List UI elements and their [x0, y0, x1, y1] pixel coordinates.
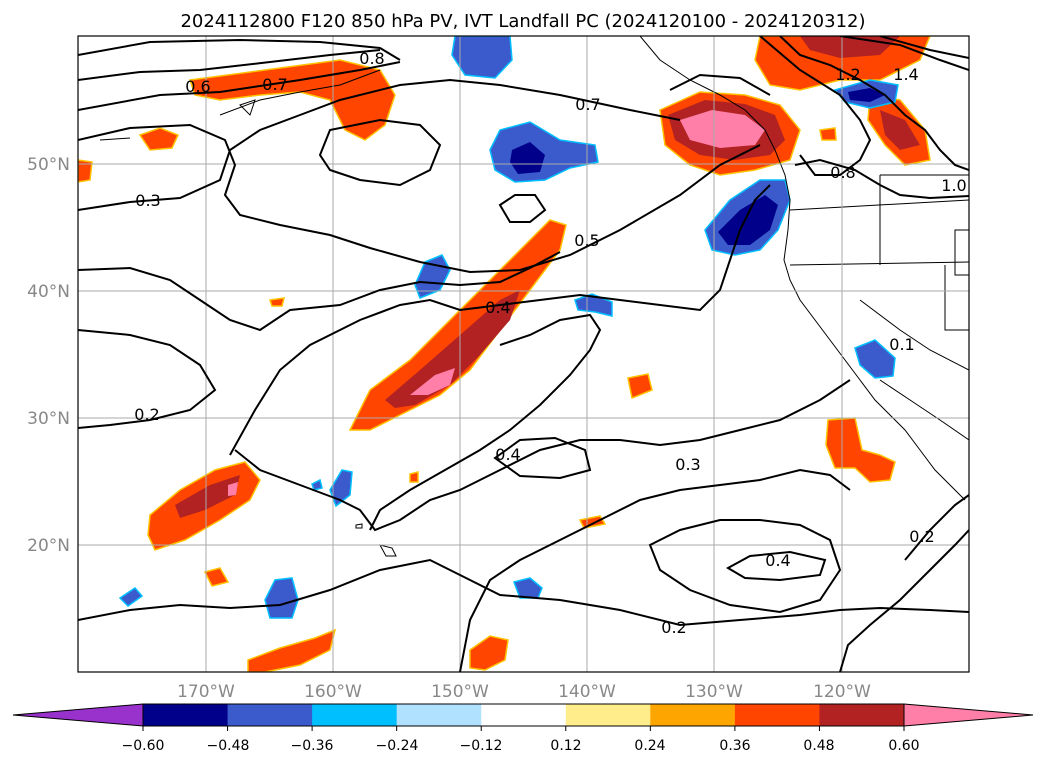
coastlines	[99, 36, 969, 557]
colorbar-segment	[481, 704, 567, 726]
lon-label: 140°W	[558, 682, 616, 702]
contour-label: 1.4	[893, 65, 918, 84]
colorbar-segment	[734, 704, 820, 726]
colorbar-segment	[143, 704, 229, 726]
contour-label: 0.2	[909, 527, 934, 546]
lon-label: 160°W	[304, 682, 362, 702]
lon-label: 130°W	[685, 682, 743, 702]
ivt-contours	[78, 36, 969, 672]
latitude-labels: 50°N 40°N 30°N 20°N	[27, 155, 70, 556]
contour-label: 0.1	[889, 335, 914, 354]
contour-label: 0.7	[575, 95, 600, 114]
longitude-labels: 170°W 160°W 150°W 140°W 130°W 120°W	[177, 682, 871, 702]
colorbar-tick-label: −0.36	[291, 738, 334, 754]
colorbar-extend-min	[13, 704, 143, 726]
lon-label: 150°W	[431, 682, 489, 702]
colorbar-segment	[819, 704, 905, 726]
map-title: 2024112800 F120 850 hPa PV, IVT Landfall…	[180, 11, 865, 32]
contour-label: 0.3	[675, 455, 700, 474]
colorbar-segment	[227, 704, 313, 726]
contour-label: 1.0	[941, 176, 966, 195]
colorbar-outline	[142, 703, 905, 727]
contour-label: 0.2	[661, 618, 686, 637]
lat-label: 40°N	[27, 282, 70, 302]
contour-label: 0.3	[135, 191, 160, 210]
contour-label: 0.4	[765, 551, 790, 570]
contour-label: 0.7	[262, 75, 287, 94]
colorbar-tick-label: −0.12	[460, 738, 503, 754]
colorbar: −0.60 −0.48 −0.36 −0.24 −0.12 0.12 0.24 …	[12, 703, 1034, 754]
map-frame	[77, 35, 970, 673]
contour-label: 0.4	[495, 445, 520, 464]
contour-label: 1.2	[835, 65, 860, 84]
contour-label: 0.8	[830, 163, 855, 182]
colorbar-tick-label: 0.36	[719, 738, 750, 754]
colorbar-tick-label: 0.48	[803, 738, 834, 754]
colorbar-tick-label: −0.60	[122, 738, 165, 754]
lat-label: 50°N	[27, 155, 70, 175]
colorbar-tick-label: −0.24	[376, 738, 419, 754]
lon-label: 170°W	[177, 682, 235, 702]
contour-label: 0.8	[359, 49, 384, 68]
colorbar-segment	[650, 704, 736, 726]
contour-labels: 0.6 0.7 0.8 0.7 1.2 1.4 0.8 1.0 0.3 0.5 …	[134, 49, 966, 637]
colorbar-segment	[396, 704, 482, 726]
lon-label: 120°W	[813, 682, 871, 702]
colorbar-tick-label: 0.24	[634, 738, 665, 754]
lat-label: 30°N	[27, 409, 70, 429]
colorbar-tick-label: −0.48	[207, 738, 250, 754]
graticule	[78, 36, 969, 672]
contour-label: 0.5	[574, 231, 599, 250]
colorbar-extend-max	[904, 704, 1033, 726]
contour-label: 0.2	[134, 405, 159, 424]
colorbar-segment	[312, 704, 398, 726]
colorbar-tick-label: 0.60	[888, 738, 919, 754]
lat-label: 20°N	[27, 536, 70, 556]
colorbar-segment	[565, 704, 651, 726]
negative-pc-shading	[118, 36, 899, 619]
colorbar-tick-label: 0.12	[550, 738, 581, 754]
map-panel: 0.6 0.7 0.8 0.7 1.2 1.4 0.8 1.0 0.3 0.5 …	[78, 36, 969, 672]
contour-label: 0.4	[485, 298, 510, 317]
contour-label: 0.6	[185, 77, 210, 96]
